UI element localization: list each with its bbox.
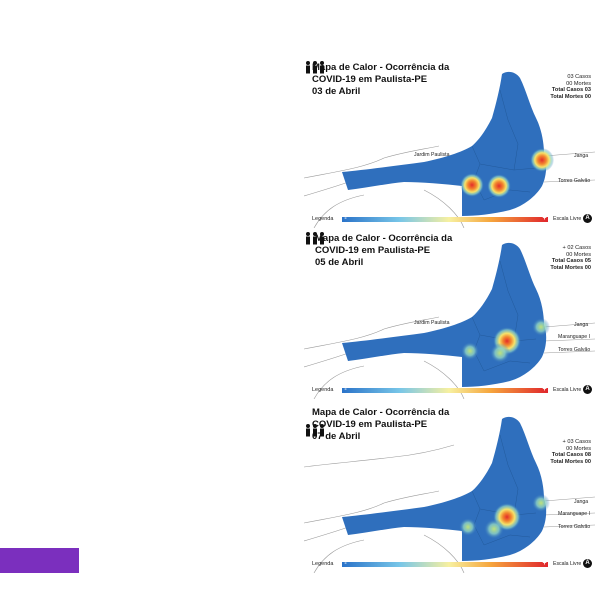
label-janga: Janga <box>574 153 589 159</box>
new-cases: 03 Casos <box>567 74 591 80</box>
label-torres-galvao: Torres Galvão <box>558 178 591 184</box>
case-stats: + 02 Casos 00 Mortes Total Casos 05 Tota… <box>550 245 591 271</box>
legend: Legenda - + Escala Livre A <box>312 214 592 224</box>
panel-title: Mapa de Calor - Ocorrência da COVID-19 e… <box>315 233 453 268</box>
legend-plus: + <box>542 215 547 222</box>
legend-gradient-bar <box>342 388 548 393</box>
new-cases: + 03 Casos <box>562 439 591 445</box>
hotspot-2 <box>490 343 510 363</box>
label-maranguape: Maranguape I <box>558 511 591 517</box>
legend-minus: - <box>344 560 347 567</box>
total-cases: Total Casos 08 <box>551 452 591 459</box>
new-deaths: 00 Mortes <box>566 445 591 452</box>
north-arrow-icon: A <box>583 559 592 568</box>
people-icon <box>306 61 324 74</box>
hotspot-4 <box>532 494 550 512</box>
north-arrow-icon: A <box>583 385 592 394</box>
neighbor-boundaries <box>304 145 595 228</box>
total-cases: Total Casos 05 <box>551 258 591 265</box>
panel-title: Mapa de Calor - Ocorrência da COVID-19 e… <box>312 62 450 97</box>
total-deaths: Total Mortes 00 <box>550 264 591 271</box>
hotspot-1 <box>460 173 484 197</box>
hotspot-3 <box>461 342 479 360</box>
label-jardim-paulista: Jardim Paulista <box>414 152 450 158</box>
hotspot-3 <box>530 148 554 172</box>
purple-banner-block <box>0 548 79 573</box>
new-cases: + 02 Casos <box>562 245 591 251</box>
people-icon <box>306 232 324 245</box>
legend-label: Legenda <box>312 216 334 222</box>
neighbor-boundaries <box>304 316 595 399</box>
north-arrow-icon: A <box>583 214 592 223</box>
new-deaths: 00 Mortes <box>566 251 591 258</box>
legend-scale: Escala Livre <box>553 561 582 567</box>
legend-plus: + <box>542 560 547 567</box>
case-stats: 03 Casos 00 Mortes Total Casos 03 Total … <box>550 74 591 100</box>
label-janga: Janga <box>574 499 589 505</box>
hotspot-4 <box>532 318 550 336</box>
legend-minus: - <box>344 215 347 222</box>
legend-gradient-bar <box>342 217 548 222</box>
hotspot-3 <box>459 518 477 536</box>
legend-label: Legenda <box>312 561 334 567</box>
label-maranguape: Maranguape I <box>558 334 591 340</box>
legend: Legenda - + Escala Livre A <box>312 559 592 569</box>
label-torres-galvao: Torres Galvão <box>558 347 591 353</box>
label-torres-galvao: Torres Galvão <box>558 524 591 530</box>
new-deaths: 00 Mortes <box>566 80 591 87</box>
total-cases: Total Casos 03 <box>551 87 591 94</box>
legend-minus: - <box>344 386 347 393</box>
people-icon <box>306 424 324 437</box>
total-deaths: Total Mortes 00 <box>550 458 591 465</box>
neighbor-boundaries <box>304 444 595 573</box>
legend-plus: + <box>542 386 547 393</box>
case-stats: + 03 Casos 00 Mortes Total Casos 08 Tota… <box>550 439 591 465</box>
legend-gradient-bar <box>342 562 548 567</box>
heatmap-panel-03-abril: Mapa de Calor - Ocorrência da COVID-19 e… <box>304 60 595 228</box>
legend-scale: Escala Livre <box>553 216 582 222</box>
paulista-map <box>304 416 595 573</box>
panel-title: Mapa de Calor - Ocorrência da COVID-19 e… <box>312 407 450 442</box>
paulista-map <box>304 71 595 228</box>
heatmap-panel-05-abril: Mapa de Calor - Ocorrência da COVID-19 e… <box>304 231 595 399</box>
district-lines <box>471 434 537 546</box>
hotspot-2 <box>487 174 511 198</box>
legend: Legenda - + Escala Livre A <box>312 385 592 395</box>
heatmap-panel-07-abril: Mapa de Calor - Ocorrência da COVID-19 e… <box>304 405 595 573</box>
legend-scale: Escala Livre <box>553 387 582 393</box>
legend-label: Legenda <box>312 387 334 393</box>
label-janga: Janga <box>574 322 589 328</box>
hotspot-2 <box>484 519 504 539</box>
paulista-map <box>304 242 595 399</box>
label-jardim-paulista: Jardim Paulista <box>414 320 450 326</box>
total-deaths: Total Mortes 00 <box>550 93 591 100</box>
